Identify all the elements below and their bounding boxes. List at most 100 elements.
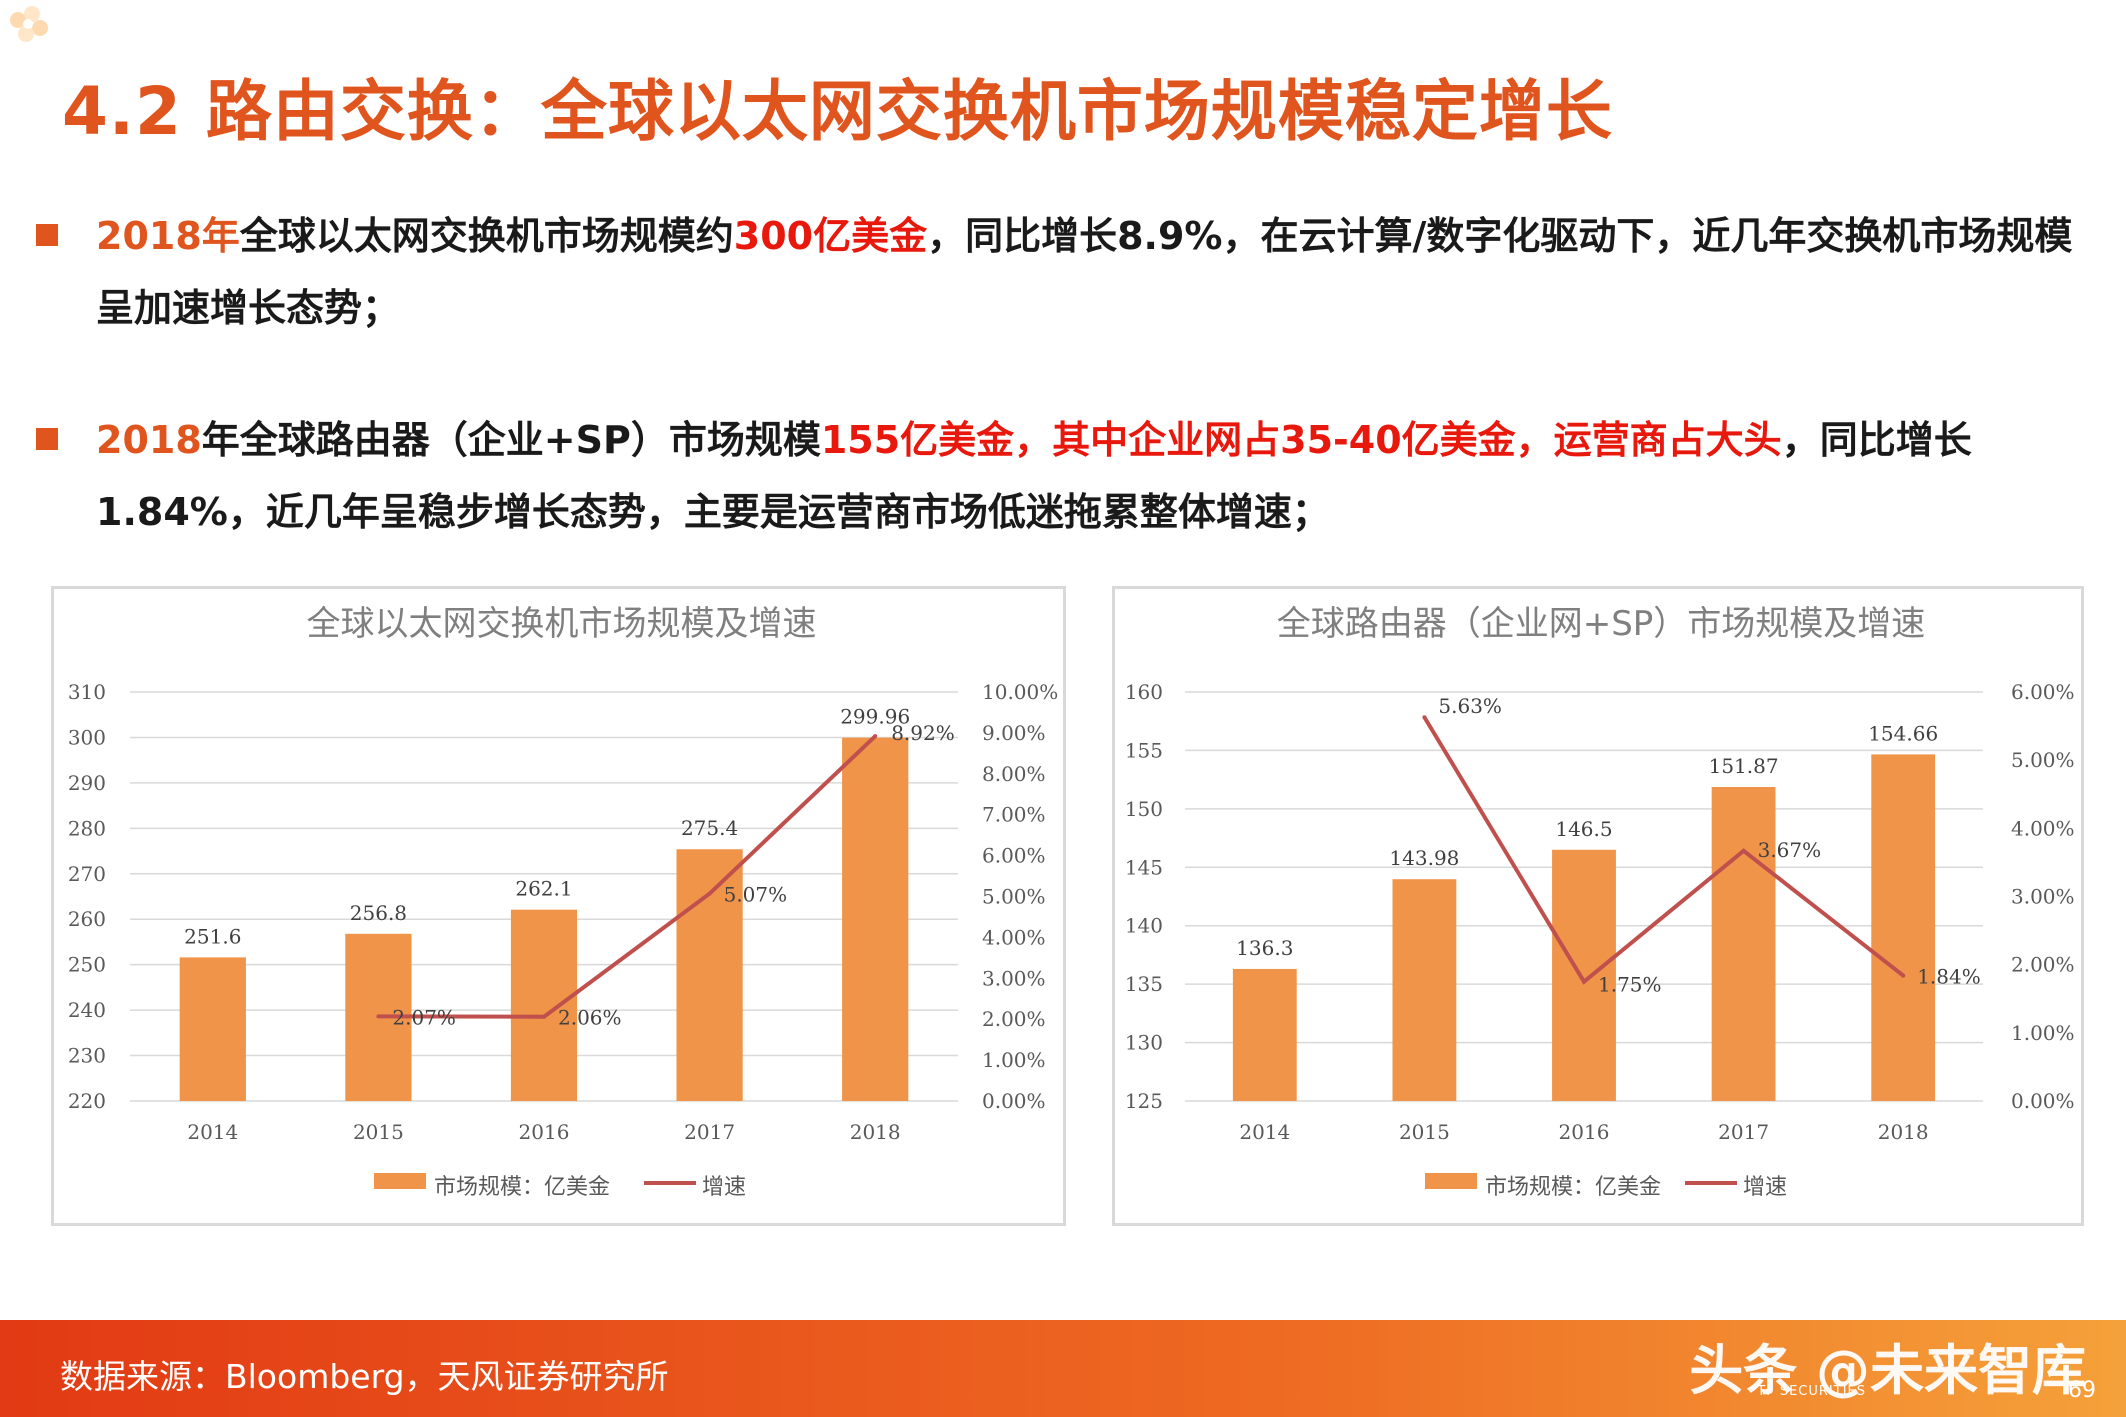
y-right-tick-label: 3.00% <box>982 966 1046 990</box>
chart-panel-switch: 全球以太网交换机市场规模及增速 220 230 240 250 260 270 280 290 3… <box>51 586 1066 1226</box>
chart-panel-router: 全球路由器（企业网+SP）市场规模及增速 125 130 135 140 145 150 15… <box>1112 586 2084 1226</box>
footer-source: 数据来源：Bloomberg，天风证券研究所 <box>60 1357 669 1396</box>
bar-data-label: 143.98 <box>1389 846 1459 870</box>
y-left-tick-label: 240 <box>68 998 106 1022</box>
y-left-tick-label: 300 <box>68 725 106 749</box>
line-point <box>542 1014 546 1019</box>
y-left-tick-label: 150 <box>1125 797 1163 821</box>
legend-line-label: 增速 <box>702 1175 746 1200</box>
bar-data-label: 146.5 <box>1555 817 1612 841</box>
bar-data-label: 262.1 <box>515 877 572 901</box>
page-title: 4.2 路由交换：全球以太网交换机市场规模稳定增长 <box>62 73 1613 150</box>
y-right-tick-label: 2.00% <box>2011 953 2075 977</box>
x-tick-label: 2014 <box>187 1120 238 1144</box>
y-left-tick-label: 270 <box>68 862 106 886</box>
bullet-text-part: ，同比增长8.9%，在云计算/数字化驱动下，近几年交换机市场规模呈加速增长态势； <box>96 214 2073 330</box>
bullet-1: 2018年全球以太网交换机市场规模约300亿美金，同比增长8.9%，在云计算/数… <box>36 200 2086 344</box>
legend-bar-swatch <box>374 1173 426 1189</box>
bar <box>179 957 246 1101</box>
bullet-text-part: 年全球路由器（企业+SP）市场规模 <box>201 418 821 462</box>
bar-data-label: 275.4 <box>681 816 738 840</box>
line-data-label: 5.07% <box>724 883 788 907</box>
growth-line <box>378 734 877 1019</box>
y-right-tick-label: 5.00% <box>982 885 1046 909</box>
bar <box>1871 754 1936 1101</box>
line-data-label: 5.63% <box>1438 694 1502 718</box>
bullet-text: 2018年全球以太网交换机市场规模约300亿美金，同比增长8.9%，在云计算/数… <box>96 200 2086 344</box>
bar-data-label: 251.6 <box>184 924 241 948</box>
x-tick-label: 2014 <box>1239 1120 1290 1144</box>
y-left-tick-label: 160 <box>1125 680 1163 704</box>
x-tick-label: 2017 <box>684 1120 735 1144</box>
bar-data-label: 299.96 <box>840 705 910 729</box>
x-tick-label: 2016 <box>519 1120 570 1144</box>
line-point <box>1422 715 1427 720</box>
y-left-tick-label: 260 <box>68 907 106 931</box>
line-point <box>1901 973 1906 978</box>
y-left-tick-label: 140 <box>1125 914 1163 938</box>
y-right-tick-label: 9.00% <box>982 721 1046 745</box>
bar <box>1711 787 1776 1101</box>
x-tick-label: 2018 <box>1878 1120 1929 1144</box>
x-tick-label: 2018 <box>850 1120 901 1144</box>
bar <box>1392 879 1457 1101</box>
y-left-tick-label: 280 <box>68 816 106 840</box>
bullet-2: 2018年全球路由器（企业+SP）市场规模155亿美金，其中企业网占35-40亿… <box>36 404 2086 548</box>
chart-title: 全球以太网交换机市场规模及增速 <box>307 604 817 644</box>
chart-title: 全球路由器（企业网+SP）市场规模及增速 <box>1277 604 1926 644</box>
line-data-label: 1.75% <box>1598 973 1662 997</box>
legend-bar-swatch <box>1425 1173 1477 1189</box>
chart-router-market: 全球路由器（企业网+SP）市场规模及增速 125 130 135 140 145 150 15… <box>1125 604 2075 1200</box>
legend-bar-label: 市场规模：亿美金 <box>434 1175 610 1200</box>
y-right-tick-label: 0.00% <box>982 1089 1046 1113</box>
line-data-label: 8.92% <box>891 721 955 745</box>
bar <box>842 737 909 1101</box>
line-data-label: 2.07% <box>392 1005 456 1029</box>
line-data-label: 1.84% <box>1917 965 1981 989</box>
footer-bar: 数据来源：Bloomberg，天风证券研究所 TF SECURITIES 头条 … <box>0 1320 2126 1417</box>
y-left-tick-label: 250 <box>68 953 106 977</box>
bullet-text-part: 2018年 <box>96 214 240 258</box>
bar-data-label: 136.3 <box>1236 936 1293 960</box>
x-tick-label: 2016 <box>1559 1120 1610 1144</box>
line-point <box>873 734 878 739</box>
y-right-tick-label: 8.00% <box>982 762 1046 786</box>
bullet-text-part: 2018 <box>96 418 202 462</box>
y-right-tick-label: 4.00% <box>2011 816 2075 840</box>
bar <box>1232 968 1297 1101</box>
line-point <box>376 1014 381 1019</box>
flower-logo-icon <box>10 6 48 42</box>
bullet-marker <box>36 428 58 450</box>
legend-bar-label: 市场规模：亿美金 <box>1485 1175 1661 1200</box>
y-right-tick-label: 5.00% <box>2011 748 2075 772</box>
bar-data-label: 154.66 <box>1868 721 1938 745</box>
x-tick-label: 2015 <box>1399 1120 1450 1144</box>
y-left-tick-label: 310 <box>68 680 106 704</box>
line-point <box>1741 848 1746 853</box>
legend-line-label: 增速 <box>1743 1175 1787 1200</box>
page-number: 69 <box>2068 1378 2096 1403</box>
y-right-tick-label: 7.00% <box>982 803 1046 827</box>
bullet-text-part: 全球以太网交换机市场规模约 <box>239 214 734 258</box>
bullet-marker <box>36 224 58 246</box>
y-left-tick-label: 145 <box>1125 855 1163 879</box>
y-left-tick-label: 290 <box>68 771 106 795</box>
y-right-tick-label: 3.00% <box>2011 885 2075 909</box>
bar <box>1552 849 1616 1101</box>
bullet-text-part: ，同比增长1.84%，近几年呈稳步增长态势，主要是运营商市场低迷拖累整体增速； <box>96 418 1972 534</box>
bar-data-label: 151.87 <box>1709 754 1779 778</box>
x-tick-label: 2017 <box>1718 1120 1769 1144</box>
y-right-tick-label: 4.00% <box>982 925 1046 949</box>
y-right-tick-label: 6.00% <box>2011 680 2075 704</box>
y-left-tick-label: 125 <box>1125 1089 1163 1113</box>
y-right-tick-label: 10.00% <box>982 680 1058 704</box>
y-left-tick-label: 155 <box>1125 738 1163 762</box>
y-right-tick-label: 1.00% <box>2011 1021 2075 1045</box>
bullet-text: 2018年全球路由器（企业+SP）市场规模155亿美金，其中企业网占35-40亿… <box>96 404 2086 548</box>
y-right-tick-label: 0.00% <box>2011 1089 2075 1113</box>
footer-watermark: 头条 @未来智库 <box>1689 1339 2086 1402</box>
chart-switch-market: 全球以太网交换机市场规模及增速 220 230 240 250 260 270 280 290 3… <box>68 604 1058 1200</box>
y-left-tick-label: 130 <box>1125 1031 1163 1055</box>
bullet-text-part: 300亿美金 <box>733 214 928 258</box>
line-point <box>1582 979 1586 984</box>
